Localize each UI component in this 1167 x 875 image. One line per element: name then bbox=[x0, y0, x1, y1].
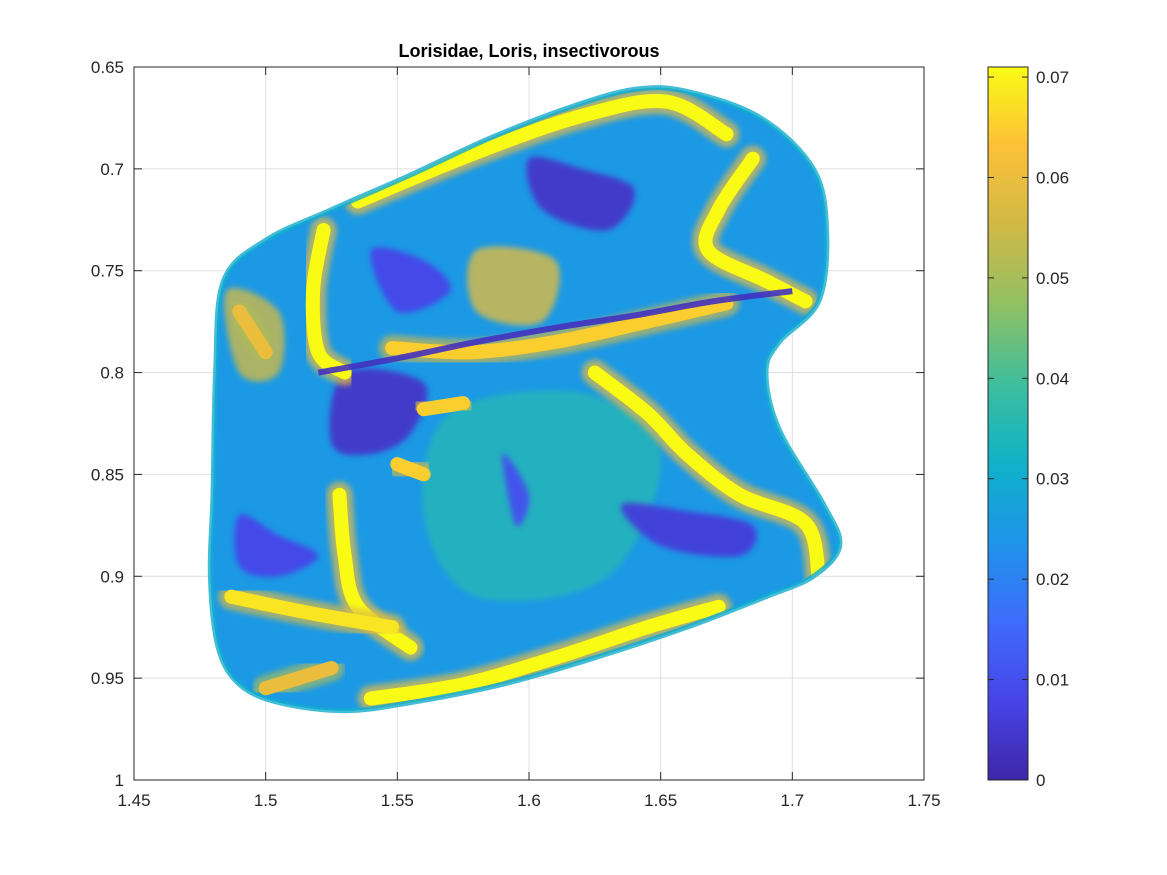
y-tick-label: 0.7 bbox=[100, 160, 124, 179]
surface-region bbox=[422, 390, 662, 602]
y-tick-label: 0.65 bbox=[91, 58, 124, 77]
surface-low-regions bbox=[234, 156, 757, 577]
colorbar-tick-label: 0.07 bbox=[1036, 68, 1069, 87]
x-tick-label: 1.65 bbox=[644, 791, 677, 810]
high-value-band bbox=[224, 589, 400, 635]
x-tick-label: 1.55 bbox=[381, 791, 414, 810]
high-value-band bbox=[350, 94, 734, 209]
low-value-patch bbox=[329, 368, 428, 456]
y-tick-label: 0.9 bbox=[100, 567, 124, 586]
surface-crease bbox=[317, 288, 793, 376]
surface-fill bbox=[210, 87, 840, 711]
x-tick-label: 1.75 bbox=[907, 791, 940, 810]
colorbar-tick-label: 0.01 bbox=[1036, 671, 1069, 690]
high-value-band bbox=[232, 304, 273, 360]
x-tick-label: 1.6 bbox=[517, 791, 541, 810]
y-tick-label: 0.75 bbox=[91, 262, 124, 281]
x-tick-label: 1.7 bbox=[781, 791, 805, 810]
high-value-band bbox=[258, 661, 339, 696]
y-tick-label: 0.8 bbox=[100, 364, 124, 383]
colorbar-tick-label: 0.03 bbox=[1036, 470, 1069, 489]
y-tick-label: 0.85 bbox=[91, 465, 124, 484]
surface-region bbox=[467, 246, 560, 326]
surface-heatmap bbox=[207, 85, 843, 714]
x-tick-label: 1.5 bbox=[254, 791, 278, 810]
low-value-patch bbox=[502, 453, 530, 527]
colorbar bbox=[987, 66, 1029, 781]
colorbar-tick-label: 0.06 bbox=[1036, 168, 1069, 187]
colorbar-tick-label: 0.02 bbox=[1036, 570, 1069, 589]
colorbar-tick-label: 0.04 bbox=[1036, 369, 1069, 388]
surface-rim bbox=[207, 85, 843, 714]
colorbar-axis: 0 0.01 0.02 0.03 0.04 0.05 0.06 0.07 bbox=[988, 68, 1069, 790]
high-value-band bbox=[698, 151, 813, 309]
high-value-band bbox=[416, 396, 471, 417]
colorbar-tick-label: 0 bbox=[1036, 771, 1045, 790]
high-value-band bbox=[385, 296, 734, 360]
surface-high-bands bbox=[218, 88, 832, 711]
y-tick-label: 1 bbox=[115, 771, 124, 790]
x-tick-label: 1.45 bbox=[117, 791, 150, 810]
high-value-band bbox=[305, 223, 352, 380]
colorbar-tick-label: 0.05 bbox=[1036, 269, 1069, 288]
high-value-band bbox=[364, 599, 726, 706]
high-value-band bbox=[390, 457, 431, 482]
low-value-patch bbox=[234, 514, 319, 577]
low-value-patch bbox=[370, 247, 451, 313]
low-value-patch bbox=[526, 156, 636, 231]
low-value-patch bbox=[620, 503, 757, 557]
x-axis: 1.45 1.5 1.55 1.6 1.65 1.7 1.75 bbox=[117, 67, 941, 810]
y-tick-label: 0.95 bbox=[91, 669, 124, 688]
y-axis: 0.65 0.7 0.75 0.8 0.85 0.9 0.95 1 bbox=[91, 58, 924, 790]
high-value-band bbox=[587, 365, 826, 584]
chart-title: Lorisidae, Loris, insectivorous bbox=[398, 41, 659, 61]
